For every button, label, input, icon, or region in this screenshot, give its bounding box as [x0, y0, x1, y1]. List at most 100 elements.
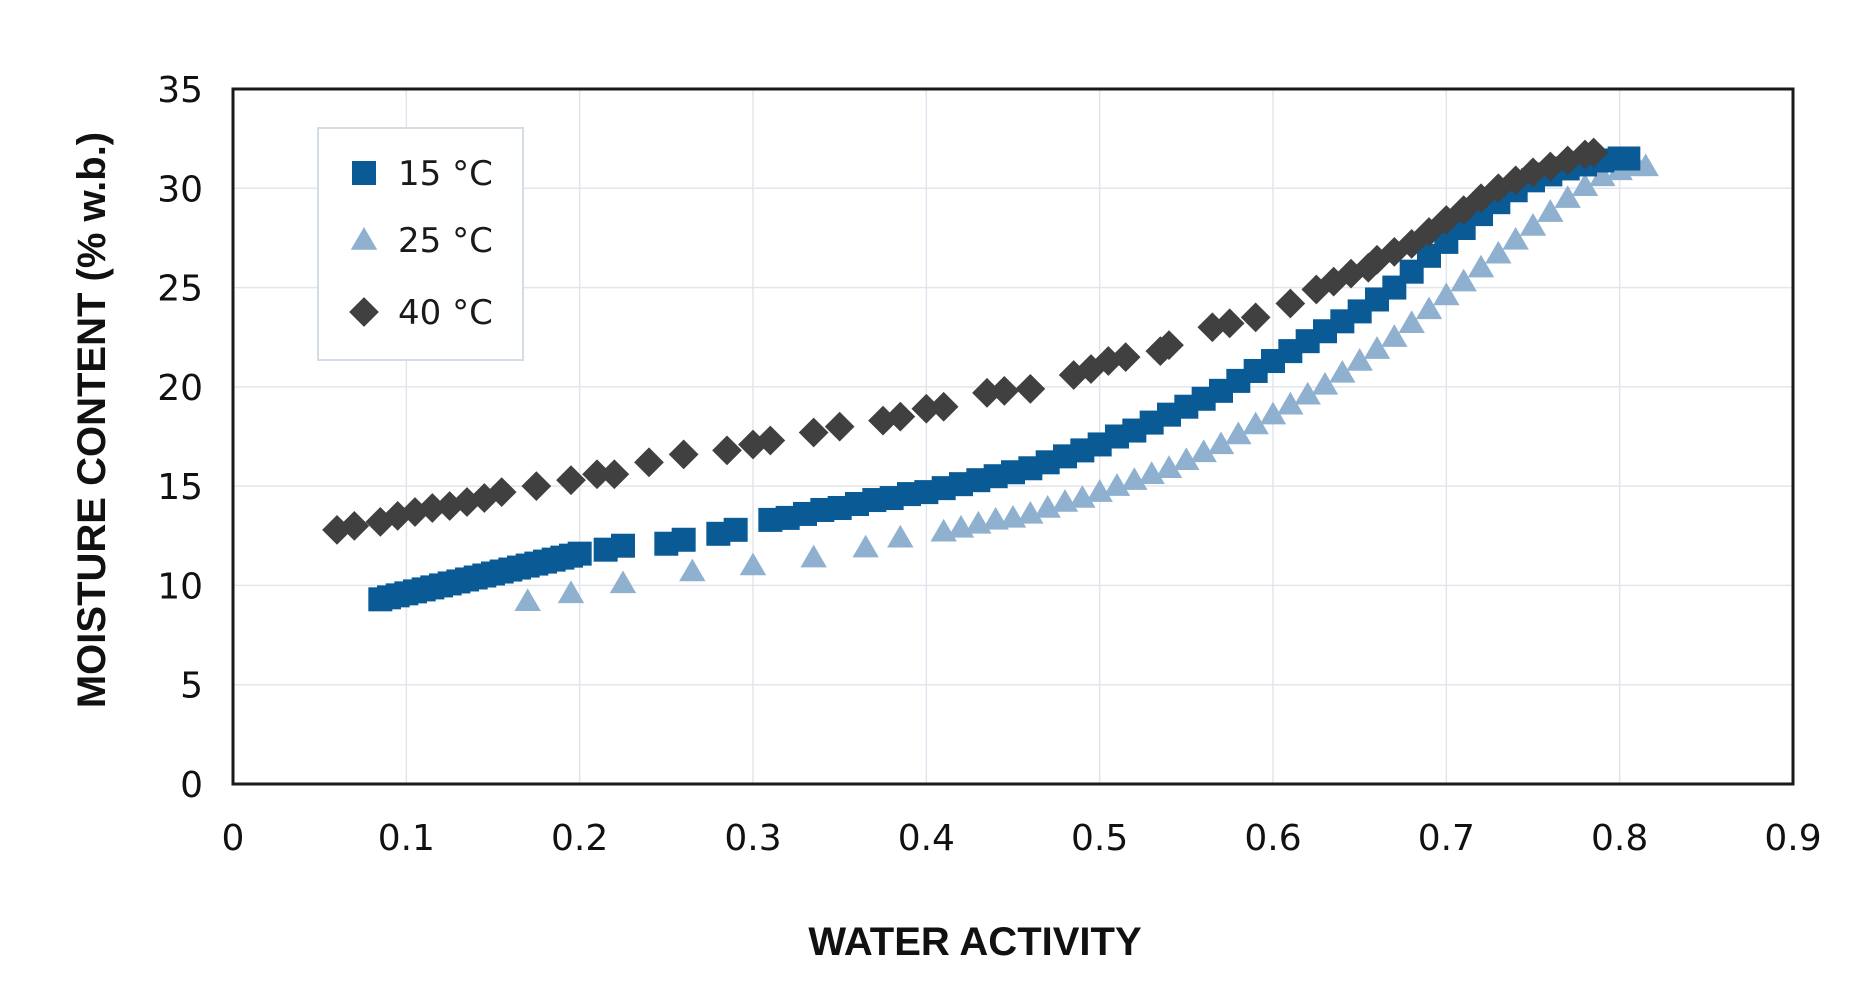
- diamond-point: [928, 391, 959, 422]
- diamond-point: [365, 507, 396, 537]
- triangle-point: [1450, 268, 1477, 292]
- series-diamond: [322, 137, 1609, 545]
- triangle-point: [1017, 500, 1044, 524]
- diamond-point: [1431, 205, 1462, 235]
- x-tick-label: 0.4: [898, 818, 955, 859]
- diamond-point: [599, 459, 630, 490]
- x-tick-label: 0.8: [1591, 818, 1648, 859]
- diamond-point: [1396, 229, 1427, 259]
- triangle-point: [739, 552, 767, 576]
- triangle-point: [1571, 173, 1599, 197]
- triangle-point: [1485, 240, 1512, 264]
- diamond-point: [1154, 330, 1184, 361]
- y-tick-label: 35: [157, 70, 203, 111]
- triangle-point: [800, 544, 827, 568]
- data-series: [322, 137, 1659, 612]
- triangle-point: [1537, 199, 1564, 222]
- diamond-point: [911, 393, 942, 424]
- triangle-point: [514, 588, 541, 612]
- triangle-point: [1398, 310, 1425, 334]
- y-axis-title: MOISTURE CONTENT (% w.b.): [70, 132, 114, 708]
- triangle-point: [1329, 359, 1356, 383]
- y-tick-label: 0: [180, 765, 203, 806]
- diamond-point: [339, 510, 370, 541]
- square-point: [1616, 146, 1641, 171]
- legend-label: 25 °C: [398, 221, 493, 261]
- diamond-point: [1093, 346, 1124, 376]
- triangle-point: [1259, 401, 1287, 425]
- diamond-point: [634, 447, 664, 478]
- triangle-point: [887, 524, 914, 548]
- triangle-point: [852, 534, 879, 558]
- diamond-point: [1058, 360, 1089, 390]
- x-tick-label: 0.1: [378, 818, 435, 859]
- diamond-point: [972, 377, 1002, 408]
- diamond-point: [1483, 173, 1514, 204]
- square-point: [611, 533, 635, 558]
- triangle-point: [1589, 163, 1616, 187]
- triangle-point: [1207, 431, 1235, 455]
- triangle-point: [1381, 324, 1408, 347]
- y-tick-label: 15: [157, 467, 203, 508]
- triangle-point: [1225, 421, 1252, 445]
- diamond-point: [521, 471, 552, 502]
- x-tick-label: 0.7: [1418, 818, 1475, 859]
- triangle-point: [1103, 473, 1131, 496]
- triangle-point: [1242, 411, 1269, 435]
- series-triangle: [514, 153, 1659, 612]
- legend-marker-square: [352, 161, 376, 185]
- x-tick-label: 0: [222, 818, 245, 859]
- x-tick-label: 0.9: [1764, 818, 1821, 859]
- plot-area-frame: [231, 87, 1795, 786]
- triangle-point: [1086, 479, 1113, 502]
- triangle-point: [1069, 485, 1096, 508]
- square-point: [567, 541, 592, 566]
- triangle-point: [1415, 296, 1443, 320]
- diamond-point: [1214, 308, 1245, 339]
- y-tick-label: 25: [157, 269, 203, 310]
- triangle-point: [1034, 495, 1061, 518]
- triangle-point: [1121, 467, 1148, 490]
- diamond-point: [989, 375, 1020, 406]
- diamond-point: [1353, 252, 1384, 283]
- legend: 15 °C 25 °C 40 °C: [317, 127, 524, 361]
- legend-marker-triangle: [350, 227, 378, 250]
- diamond-point: [1448, 195, 1479, 226]
- diamond-point: [1552, 145, 1583, 176]
- legend-label: 40 °C: [398, 293, 493, 333]
- square-point: [671, 527, 696, 552]
- diamond-point: [1379, 236, 1410, 267]
- triangle-point: [1138, 461, 1165, 484]
- triangle-point: [557, 580, 585, 604]
- diamond-point: [1500, 165, 1531, 196]
- triangle-point: [1363, 336, 1391, 359]
- triangle-point: [1155, 455, 1183, 478]
- diamond-point: [824, 411, 855, 442]
- legend-label: 15 °C: [398, 154, 493, 194]
- triangle-point: [1433, 282, 1460, 306]
- diamond-point: [1301, 274, 1332, 305]
- y-tick-label: 5: [180, 666, 203, 707]
- diamond-point: [1015, 373, 1046, 404]
- diamond-point: [486, 477, 517, 507]
- triangle-point: [679, 558, 706, 582]
- diamond-point: [755, 425, 786, 456]
- y-tick-label: 10: [157, 566, 203, 607]
- diamond-point: [1197, 312, 1228, 343]
- x-axis-title: WATER ACTIVITY: [808, 920, 1142, 964]
- diamond-point: [1535, 151, 1566, 182]
- triangle-point: [1190, 439, 1217, 463]
- triangle-point: [1294, 381, 1321, 405]
- diamond-point: [1318, 266, 1349, 297]
- triangle-point: [609, 570, 637, 594]
- legend-items: 15 °C 25 °C 40 °C: [349, 154, 493, 333]
- triangle-point: [1519, 213, 1547, 236]
- diamond-point: [1578, 137, 1609, 168]
- legend-marker-diamond: [349, 297, 379, 327]
- diamond-point: [582, 459, 612, 490]
- diamond-point: [417, 493, 448, 523]
- diamond-point: [1110, 342, 1141, 372]
- diamond-point: [798, 417, 829, 448]
- triangle-point: [1467, 254, 1495, 278]
- x-tick-label: 0.5: [1071, 818, 1128, 859]
